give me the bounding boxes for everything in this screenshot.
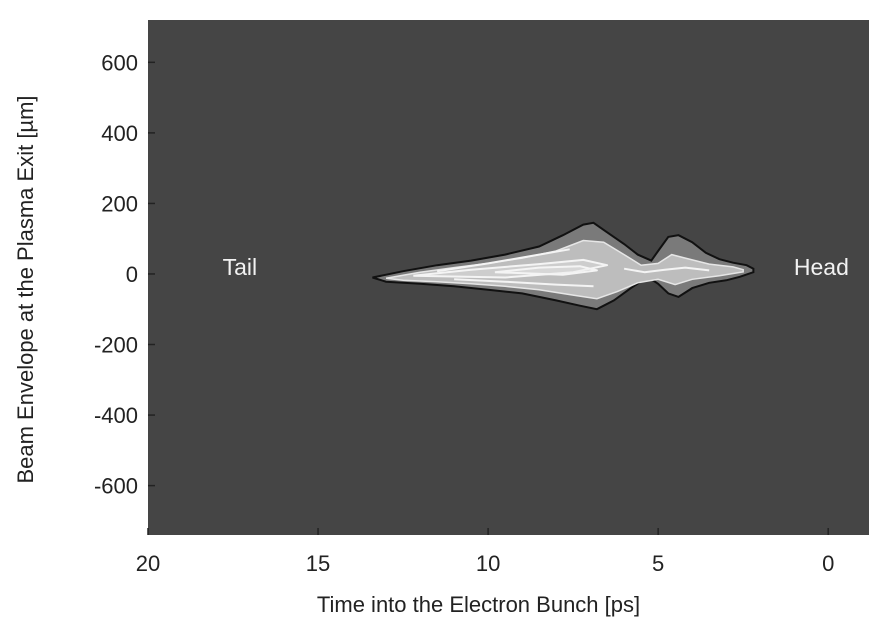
y-tick-label: -600 xyxy=(94,474,138,499)
y-tick-label: 400 xyxy=(101,121,138,146)
core-contour xyxy=(454,278,594,288)
y-axis-label: Beam Envelope at the Plasma Exit [µm] xyxy=(13,95,38,483)
x-tick-label: 0 xyxy=(822,551,834,576)
x-tick-label: 20 xyxy=(136,551,160,576)
x-axis-label: Time into the Electron Bunch [ps] xyxy=(317,592,640,617)
x-tick-label: 5 xyxy=(652,551,664,576)
annotations: Tail Head xyxy=(223,254,849,280)
y-tick-label: -200 xyxy=(94,333,138,358)
x-tick-label: 10 xyxy=(476,551,500,576)
y-ticks: 600 400 200 0 -200 -400 -600 xyxy=(94,50,155,499)
core-contour xyxy=(623,266,710,274)
annotation-head: Head xyxy=(794,254,849,280)
x-ticks: 20 15 10 5 0 xyxy=(136,528,834,576)
core-contour xyxy=(413,258,609,279)
y-tick-label: 0 xyxy=(126,262,138,287)
y-tick-label: 600 xyxy=(101,50,138,75)
core-contour xyxy=(494,265,598,276)
core-contour xyxy=(436,248,570,273)
x-tick-label: 15 xyxy=(306,551,330,576)
envelope-layer xyxy=(372,221,755,311)
y-tick-label: -400 xyxy=(94,403,138,428)
y-tick-label: 200 xyxy=(101,191,138,216)
annotation-tail: Tail xyxy=(223,254,258,280)
